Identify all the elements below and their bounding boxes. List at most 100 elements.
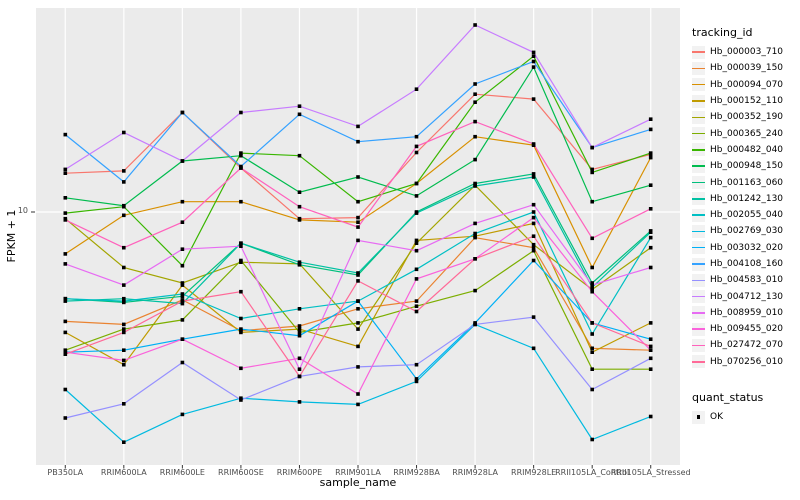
data-point [531, 315, 536, 319]
data-point [180, 199, 185, 204]
legend-item: Hb_001242_130 [692, 191, 798, 207]
data-point [297, 324, 302, 328]
legend-item: Hb_001163_060 [692, 174, 798, 190]
legend-label: Hb_001163_060 [710, 177, 784, 188]
legend-title-quant-status: quant_status [692, 390, 764, 404]
data-point [297, 204, 302, 209]
x-tick-label: RRIM928BA [393, 468, 440, 477]
legend-label: Hb_000352_190 [710, 112, 784, 123]
data-point [63, 211, 68, 215]
data-point [63, 299, 68, 303]
legend-key [692, 143, 705, 157]
legend-key [692, 176, 705, 190]
data-point [648, 265, 653, 270]
data-point [122, 245, 126, 250]
data-point [648, 230, 653, 234]
data-point [180, 299, 185, 303]
data-point [648, 151, 653, 155]
data-point [590, 387, 594, 392]
data-point [414, 277, 419, 281]
data-point [648, 183, 653, 187]
legend-line-swatch [692, 279, 705, 282]
data-point [180, 412, 185, 417]
data-point [180, 283, 185, 287]
data-point [356, 238, 360, 243]
legend-item: Hb_002769_030 [692, 223, 798, 239]
data-point [63, 330, 68, 335]
legend-item: Hb_000352_190 [692, 109, 798, 125]
legend-item: Hb_004108_160 [692, 256, 798, 272]
data-point [239, 330, 243, 335]
x-tick-label: RRII105LA_Control [555, 468, 630, 477]
data-point [356, 273, 360, 277]
data-point [122, 169, 126, 173]
data-point [590, 236, 594, 241]
data-point [63, 319, 68, 324]
legend-key [692, 61, 705, 75]
point-marker-icon [696, 415, 701, 419]
legend-label: Hb_000003_710 [710, 47, 784, 58]
data-point [648, 207, 653, 211]
data-point [297, 104, 302, 108]
legend-label: Hb_004583_010 [710, 275, 784, 286]
data-point [297, 260, 302, 264]
data-point [63, 171, 68, 175]
data-point [180, 337, 185, 341]
data-point [63, 296, 68, 301]
data-point [473, 234, 477, 238]
data-point [122, 327, 126, 331]
legend-item-ok: OK [692, 409, 798, 425]
x-tick-label: RRIM901LA [335, 468, 381, 477]
legend-key [692, 273, 705, 287]
data-point [648, 348, 653, 352]
legend-label: Hb_070256_010 [710, 356, 784, 367]
legend-line-swatch [692, 83, 705, 86]
data-point [648, 367, 653, 371]
data-point [180, 220, 185, 224]
legend-line-swatch [692, 198, 705, 200]
data-point [297, 112, 302, 117]
legend-item: Hb_004712_130 [692, 288, 798, 304]
legend-key [692, 192, 705, 206]
legend-label: Hb_000039_150 [710, 63, 784, 74]
data-point [473, 82, 477, 86]
x-axis-tick-labels: PB350LA RRIM600LA RRIM600LE RRIM600SE RRIM60… [0, 468, 800, 480]
legend-label: OK [710, 412, 723, 423]
data-point [356, 124, 360, 129]
legend-item: Hb_004583_010 [692, 272, 798, 288]
data-point [414, 241, 419, 245]
legend-line-swatch [692, 100, 705, 102]
legend-label: Hb_009455_020 [710, 324, 784, 335]
data-point [297, 307, 302, 311]
legend-item: Hb_009455_020 [692, 321, 798, 337]
legend-key [692, 355, 705, 369]
legend-key [692, 241, 705, 255]
data-point [180, 294, 185, 299]
legend-item: Hb_000365_240 [692, 125, 798, 141]
data-point [239, 110, 243, 115]
data-point [297, 190, 302, 194]
data-point [414, 267, 419, 272]
legend-item: Hb_070256_010 [692, 354, 798, 370]
legend-item: Hb_000003_710 [692, 44, 798, 60]
data-point [297, 263, 302, 267]
data-point [356, 365, 360, 369]
legend-key [692, 208, 705, 222]
data-point [414, 211, 419, 215]
data-point [63, 252, 68, 256]
data-point [122, 330, 126, 335]
data-point [473, 92, 477, 96]
x-axis-title: sample_name [319, 476, 397, 489]
data-point [297, 400, 302, 404]
data-point [473, 288, 477, 293]
legend-key [692, 94, 705, 108]
data-point [414, 194, 419, 198]
legend-line-swatch [692, 214, 705, 216]
data-point [180, 281, 185, 285]
data-point [180, 318, 185, 322]
data-point [414, 238, 419, 243]
x-tick-label: RRIM600SE [218, 468, 264, 477]
legend-key [692, 159, 705, 173]
data-point [590, 287, 594, 292]
